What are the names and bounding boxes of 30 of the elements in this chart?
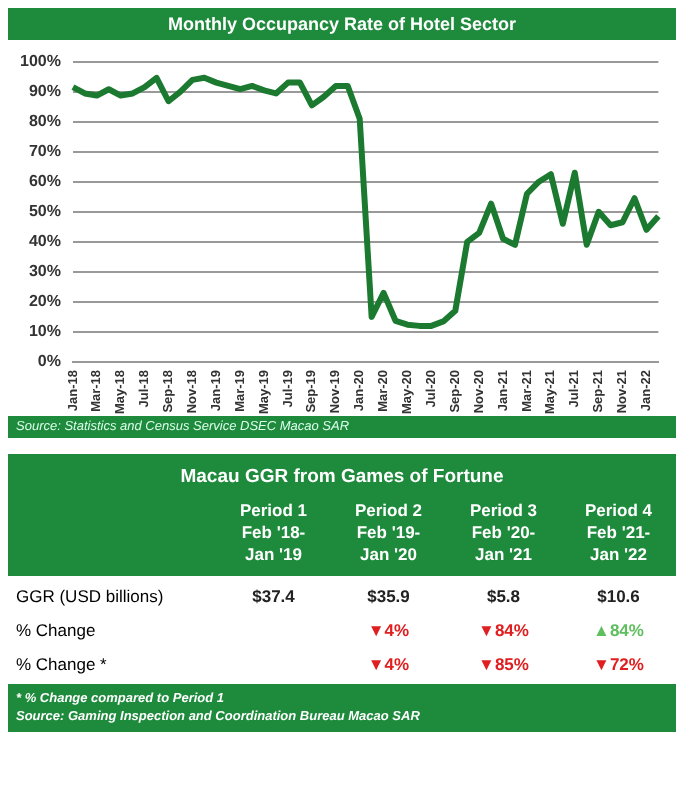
- text: Macau GGR from Games of Fortune: [178, 464, 506, 492]
- text: ▼4%: [367, 654, 410, 674]
- text: ▼4%: [367, 620, 410, 640]
- category-label: % Change *: [16, 654, 107, 674]
- text: $5.8: [486, 586, 521, 606]
- y-tick-label: 70%: [28, 142, 61, 161]
- category-label: GGR (USD billions): [16, 586, 164, 606]
- category-label: Period 2 Feb '19- Jan '20: [352, 498, 425, 568]
- y-tick-label: 50%: [28, 202, 61, 221]
- y-tick-label: 0%: [37, 352, 61, 371]
- category-label: Period 1 Feb '18- Jan '19: [237, 498, 310, 568]
- text: $37.4: [252, 586, 295, 606]
- y-tick-label: 30%: [28, 262, 61, 281]
- chart-title: Monthly Occupancy Rate of Hotel Sector: [8, 8, 676, 40]
- text: ▼84%: [478, 620, 529, 640]
- y-tick-label: 60%: [28, 172, 61, 191]
- category-label: Period 3 Feb '20- Jan '21: [467, 498, 540, 568]
- text: $10.6: [597, 586, 640, 606]
- text: ▼85%: [478, 654, 529, 674]
- y-tick-label: 20%: [28, 292, 61, 311]
- text: ▲84%: [593, 620, 644, 640]
- y-tick-label: 80%: [28, 112, 61, 131]
- y-tick-label: 10%: [28, 322, 61, 341]
- y-tick-label: 90%: [28, 82, 61, 101]
- text: ▼72%: [593, 654, 644, 674]
- y-tick-label: 40%: [28, 232, 61, 251]
- y-tick-label: 100%: [19, 52, 61, 71]
- category-label: Period 4 Feb '21- Jan '22: [582, 498, 655, 568]
- category-label: % Change: [16, 620, 96, 640]
- text: $35.9: [367, 586, 410, 606]
